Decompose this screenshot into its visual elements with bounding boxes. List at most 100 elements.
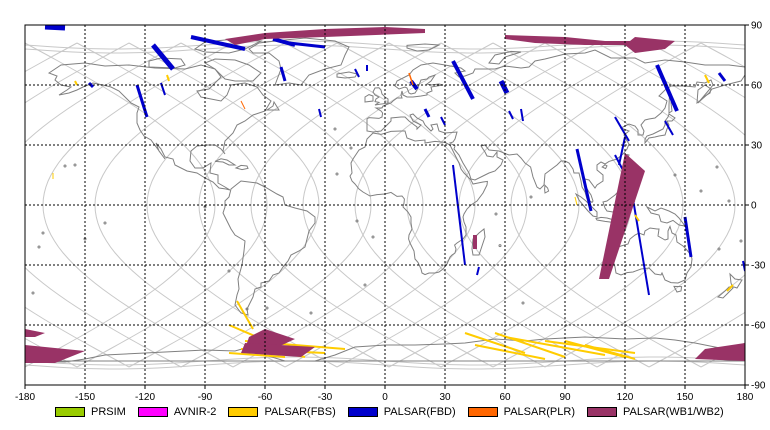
swath-palsar-fbs <box>166 74 170 82</box>
swath-palsar-fbd <box>44 25 66 31</box>
swath-palsar-fbs <box>726 284 734 292</box>
swath-palsar-fbd <box>520 108 524 122</box>
legend-swatch <box>347 407 378 417</box>
swath-palsar-fbd <box>288 41 326 49</box>
legend-item-prism: PRSIM <box>55 406 126 418</box>
lat-tick-label: -60 <box>751 321 766 332</box>
swath-palsar-fbd <box>683 216 693 258</box>
legend-swatch <box>467 407 498 417</box>
swath-palsar-fbd <box>135 84 149 118</box>
island-outline <box>521 301 525 305</box>
island-outline <box>739 239 743 243</box>
lat-tick-label: -90 <box>751 381 766 392</box>
lat-lon-grid <box>24 24 749 389</box>
new-zealand-coast <box>716 272 743 299</box>
baffin-coast <box>203 58 262 82</box>
swath-palsar-wb <box>25 345 85 363</box>
orbit-track <box>25 43 26 367</box>
world-map: -180 -150 -120 -90 -60 -30 0 30 60 90 120 150 180 90 6… <box>15 21 766 404</box>
hainan-coast <box>601 164 608 170</box>
swath-palsar-fbd <box>508 110 514 120</box>
orbit-track <box>25 42 130 368</box>
legend-item-palsar-plr: PALSAR(PLR) <box>467 406 575 418</box>
legend-item-palsar-fbd: PALSAR(FBD) <box>347 406 456 418</box>
swath-palsar-fbd <box>423 108 431 118</box>
lon-tick-label: -180 <box>15 392 35 400</box>
swath-palsar-fbs <box>704 74 710 84</box>
orbit-track <box>25 42 182 368</box>
swath-palsar-fbd <box>476 266 480 276</box>
kamchatka-coast <box>696 84 712 105</box>
legend-swatch <box>137 407 168 417</box>
legend-label: PRSIM <box>91 406 126 418</box>
lon-tick-label: 180 <box>737 392 754 400</box>
lon-tick-label: -90 <box>198 392 213 400</box>
madagascar-coast <box>471 228 486 256</box>
island-outline <box>227 269 231 273</box>
swath-palsar-wb <box>695 343 745 361</box>
sri-lanka-coast <box>544 184 550 194</box>
lon-tick-label: 120 <box>617 392 634 400</box>
island-outline <box>494 212 498 216</box>
swath-palsar-wb <box>505 35 645 45</box>
new-guinea-coast <box>645 205 687 227</box>
island-outline <box>349 146 353 150</box>
cuba-coast <box>214 158 237 166</box>
ireland-coast <box>364 94 374 103</box>
lon-tick-label: -30 <box>318 392 333 400</box>
legend-swatch <box>587 407 617 417</box>
australia-coast <box>611 224 693 284</box>
iceland-coast <box>336 71 358 79</box>
lat-tick-label: 90 <box>751 21 763 32</box>
island-outline <box>31 291 35 295</box>
africa-coast <box>349 130 488 276</box>
island-outline <box>265 306 269 310</box>
greenland-coast <box>248 37 350 86</box>
acquisition-swaths <box>25 25 745 363</box>
island-outline <box>73 163 77 167</box>
lat-tick-label: 30 <box>751 141 763 152</box>
swath-palsar-wb <box>25 329 45 337</box>
swath-palsar-wb <box>241 343 315 357</box>
legend-swatch <box>55 407 85 417</box>
island-outline <box>63 164 67 168</box>
tasmania-coast <box>673 285 683 293</box>
north-america-coast <box>47 62 272 191</box>
orbit-track <box>648 42 745 368</box>
tick-labels: -180 -150 -120 -90 -60 -30 0 30 60 90 120 150 180 90 6… <box>15 21 766 404</box>
island-outline <box>371 235 375 239</box>
lon-tick-label: 30 <box>439 392 451 400</box>
sumatra-coast <box>574 192 598 218</box>
eurasia-coast <box>366 49 745 204</box>
swath-palsar-fbd <box>190 35 246 51</box>
island-outline <box>363 283 367 287</box>
swath-palsar-plr <box>408 72 414 86</box>
swath-palsar-fbd <box>618 136 626 166</box>
swath-palsar-fbd <box>451 60 475 100</box>
lon-tick-label: -150 <box>75 392 95 400</box>
island-outline <box>335 172 339 176</box>
swath-palsar-fbs <box>74 80 78 86</box>
lon-tick-label: -60 <box>258 392 273 400</box>
swath-palsar-fbd <box>151 43 175 71</box>
legend-swatch <box>228 407 259 417</box>
south-america-coast <box>222 180 316 316</box>
svalbard-coast <box>406 43 441 52</box>
coastlines <box>25 37 745 363</box>
uk-coast <box>372 87 389 106</box>
island-outline <box>41 231 45 235</box>
island-outline <box>715 165 719 169</box>
swath-palsar-wb <box>225 27 425 45</box>
island-outline <box>498 244 502 248</box>
swath-palsar-fbd <box>452 164 466 266</box>
island-outline <box>727 199 731 203</box>
swath-palsar-fbs <box>634 214 640 222</box>
legend-item-palsar-fbs: PALSAR(FBS) <box>228 406 336 418</box>
legend: PRSIM AVNIR-2 PALSAR(FBS) PALSAR(FBD) PA… <box>55 404 736 420</box>
victoria-island-coast <box>148 57 186 69</box>
legend-label: PALSAR(FBS) <box>264 406 336 418</box>
lat-tick-label: 0 <box>751 201 757 212</box>
swath-palsar-fbd <box>664 120 674 136</box>
swath-palsar-fbd <box>717 72 727 82</box>
